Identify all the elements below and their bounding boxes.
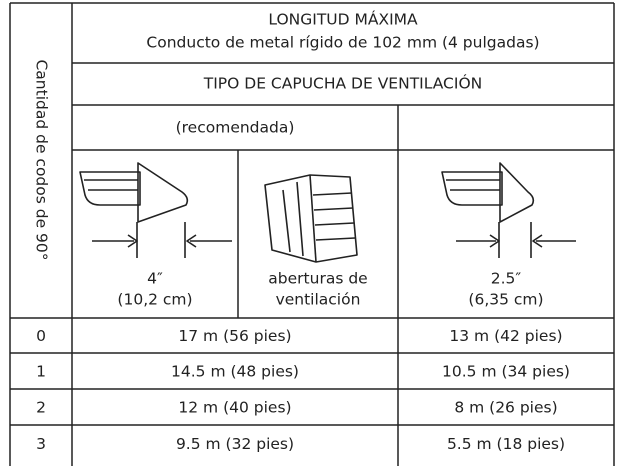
hood-label: (6,35 cm) xyxy=(468,291,543,309)
max-length: 13 m (42 pies) xyxy=(449,327,562,345)
hood-icon xyxy=(441,162,576,258)
elbow-count: 0 xyxy=(36,327,46,345)
header-title: LONGITUD MÁXIMA xyxy=(268,10,418,29)
hood-icon xyxy=(79,162,232,258)
max-length: 14.5 m (48 pies) xyxy=(171,363,299,381)
side-header: Cantidad de codos de 90° xyxy=(33,59,51,260)
hood-label: aberturas de xyxy=(268,270,367,288)
recommended: (recomendada) xyxy=(176,119,295,137)
hood-label: ventilación xyxy=(276,291,361,309)
max-length: 5.5 m (18 pies) xyxy=(447,435,565,453)
max-length: 12 m (40 pies) xyxy=(178,399,291,417)
max-length: 9.5 m (32 pies) xyxy=(176,435,294,453)
max-length: 10.5 m (34 pies) xyxy=(442,363,570,381)
elbow-count: 3 xyxy=(36,435,46,453)
hood-label: 4″ xyxy=(147,270,163,288)
hood-type: TIPO DE CAPUCHA DE VENTILACIÓN xyxy=(203,74,483,93)
max-length: 8 m (26 pies) xyxy=(454,399,557,417)
elbow-count: 2 xyxy=(36,399,46,417)
table-grid xyxy=(9,2,615,466)
header-subtitle: Conducto de metal rígido de 102 mm (4 pu… xyxy=(146,34,539,52)
hood-label: 2.5″ xyxy=(491,270,522,288)
hood-label: (10,2 cm) xyxy=(117,291,192,309)
elbow-count: 1 xyxy=(36,363,46,381)
max-length: 17 m (56 pies) xyxy=(178,327,291,345)
louver-icon xyxy=(264,174,358,263)
